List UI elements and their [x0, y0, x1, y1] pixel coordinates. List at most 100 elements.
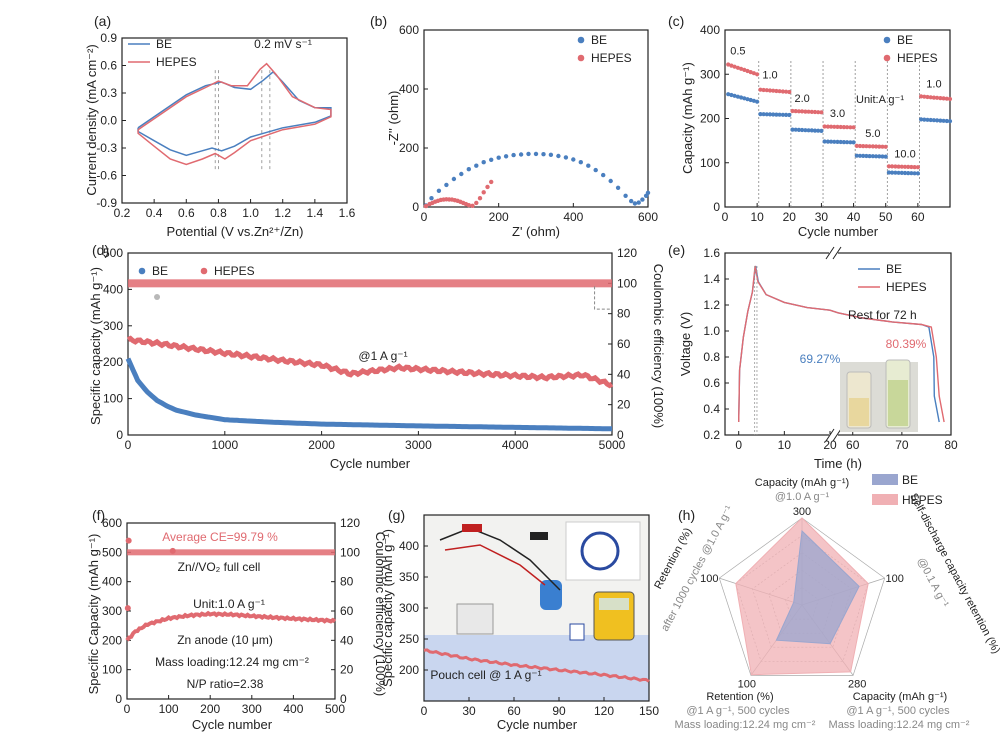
rate-point-be: [912, 171, 917, 176]
nyquist-point-hepes: [489, 179, 494, 185]
average-ce-note: Average CE=99.79 %: [162, 530, 278, 544]
legend-be-swatch: [138, 267, 146, 275]
plot-b-frame: [423, 29, 649, 208]
rate-point-be: [941, 118, 946, 123]
rate-point-be: [748, 97, 753, 103]
rate-point-be: [835, 139, 840, 144]
rate-point-be: [755, 99, 760, 104]
rate-point-be: [854, 153, 859, 158]
rate-point-hepes: [874, 144, 879, 149]
y2-tick-label: 100: [617, 276, 637, 290]
retention-be: 69.27%: [800, 352, 841, 366]
rate-point-hepes: [909, 164, 914, 170]
rate-point-hepes: [896, 164, 901, 169]
y-tick-label: 0.0: [100, 114, 117, 128]
y-tick-label: 0: [713, 200, 720, 214]
nyquist-point-be: [593, 167, 598, 173]
axis-break-mark: [832, 428, 842, 442]
rate-point-hepes: [919, 94, 924, 99]
x-tick-label: 0.2: [114, 206, 131, 220]
nyquist-point-hepes: [481, 190, 486, 195]
rate-point-be: [909, 171, 914, 176]
legend-hepes-label: HEPES: [886, 280, 927, 294]
rate-point-hepes: [931, 95, 937, 100]
cell-note: Unit:1.0 A g⁻¹: [193, 597, 265, 611]
radar-axis-title: Capacity (mAh g⁻¹): [853, 691, 947, 703]
rate-point-hepes: [825, 124, 831, 129]
nyquist-point-hepes: [474, 200, 479, 206]
x-tick-label: 0: [125, 438, 132, 452]
rate-point-be: [838, 139, 843, 145]
cv-curve-be: [137, 70, 332, 157]
rate-point-be: [851, 140, 856, 145]
nyquist-point-be: [548, 152, 554, 157]
rate-label: 0.5: [730, 45, 745, 57]
rate-point-hepes: [748, 70, 753, 75]
x-tick-label: 200: [200, 702, 220, 716]
rate-point-hepes: [816, 110, 821, 115]
pouch-photo: [439, 521, 641, 641]
cell-note: Zn//VO₂ full cell: [178, 560, 261, 574]
rate-point-be: [857, 153, 863, 158]
legend-be-swatch: [883, 36, 891, 44]
y2-tick-label: 40: [617, 367, 631, 381]
rate-point-be: [928, 117, 933, 123]
rate-point-hepes: [883, 144, 888, 149]
rate-point-hepes: [841, 125, 847, 130]
rate-point-be: [796, 127, 802, 132]
rate-point-hepes: [912, 165, 917, 170]
rate-point-be: [906, 171, 911, 176]
rate-point-be: [822, 139, 827, 144]
vial-hepes-liquid: [888, 380, 908, 426]
cell-note: Mass loading:12.24 mg cm⁻²: [155, 655, 309, 669]
x-tick-label: 0.4: [146, 206, 163, 220]
rate-point-hepes: [829, 124, 834, 129]
rate-point-hepes: [812, 109, 818, 115]
radar-axis-sub: @1 A g⁻¹, 500 cycles: [846, 705, 950, 717]
x-tick-label: 60: [846, 438, 860, 452]
rate-label: 3.0: [830, 108, 845, 120]
rate-point-be: [767, 112, 773, 117]
x-tick-label: 40: [847, 210, 861, 224]
y-tick-label: 250: [399, 632, 419, 646]
legend-hepes-label: HEPES: [902, 493, 943, 507]
legend-hepes-swatch: [883, 54, 891, 62]
rate-point-be: [848, 140, 853, 145]
x-tick-label: 0.6: [178, 206, 195, 220]
x-tick-label: 500: [325, 702, 345, 716]
radar-axis-sub: @1.0 A g⁻¹: [775, 491, 830, 503]
rate-label: 1.0: [762, 70, 777, 82]
y-tick-label: 350: [399, 570, 419, 584]
y2-tick-label: 100: [340, 545, 360, 559]
rate-point-hepes: [777, 89, 782, 94]
ce-arrow: [594, 286, 611, 310]
rate-point-be: [771, 112, 776, 117]
vial-be-liquid: [849, 398, 869, 426]
nyquist-point-be: [601, 172, 606, 178]
rate-point-be: [803, 128, 808, 133]
rate-point-hepes: [928, 95, 933, 100]
y-tick-label: 300: [399, 601, 419, 615]
y-tick-label: 300: [103, 319, 123, 333]
rate-point-hepes: [819, 110, 824, 115]
x-tick-label: 1.4: [307, 206, 324, 220]
y-axis-title: Specific Capacity (mAh g⁻¹): [86, 534, 101, 695]
nyquist-point-be: [640, 197, 645, 202]
rate-point-be: [742, 96, 747, 101]
legend-hepes-label: HEPES: [591, 51, 632, 65]
rate-point-hepes: [764, 88, 769, 93]
y-axis-title: Specific capacity (mAh g⁻¹): [380, 529, 395, 687]
rate-point-be: [732, 93, 737, 98]
voltage-curve-hepes: [738, 265, 945, 423]
rate-point-hepes: [922, 94, 927, 99]
x-axis-title: Cycle number: [192, 717, 273, 732]
rate-point-hepes: [947, 96, 953, 102]
x-tick-label: 0: [421, 210, 428, 224]
rate-point-be: [874, 154, 879, 159]
y2-tick-label: 20: [617, 398, 631, 412]
y-tick-label: 200: [399, 141, 419, 155]
x-axis-title: Potential (V vs.Zn²⁺/Zn): [167, 224, 304, 239]
nyquist-point-be: [556, 153, 561, 159]
nyquist-point-be: [629, 198, 634, 204]
y-tick-label: 400: [399, 82, 419, 96]
